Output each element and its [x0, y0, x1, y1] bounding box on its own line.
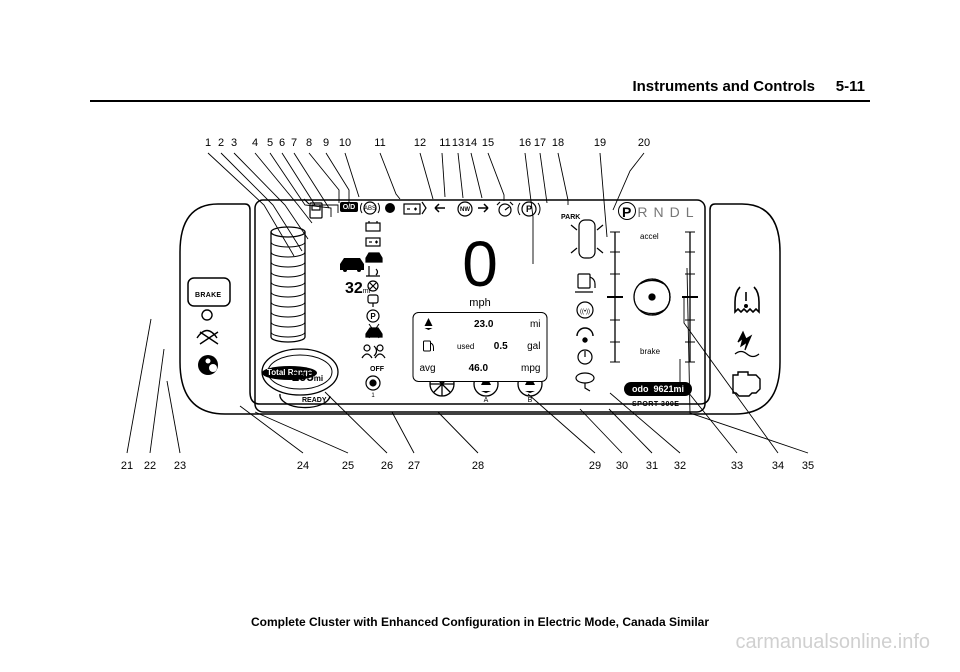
watermark: carmanualsonline.info — [735, 631, 930, 654]
trip-unit: mi — [530, 319, 541, 330]
trip-row: A 23.0 mi — [414, 313, 547, 335]
fuel-plug-icon — [304, 199, 322, 218]
header-divider — [90, 100, 870, 102]
page-header: Instruments and Controls 5-11 — [632, 78, 865, 95]
instrument-cluster: O/D ABS — [170, 192, 790, 422]
gear-indicator: PRNDL — [622, 204, 700, 220]
trip-a-icon: A — [420, 316, 438, 332]
odometer: odo 9621mi — [624, 382, 692, 396]
accel-label: accel — [640, 232, 659, 241]
trip-value: 23.0 — [474, 319, 493, 330]
svg-text:O/D: O/D — [343, 204, 355, 211]
avg-label: avg — [420, 363, 436, 374]
ready-label: READY — [302, 397, 327, 404]
cluster-diagram: 123456789101112111314151617181920 212223… — [90, 130, 870, 532]
page-number: 5-11 — [836, 78, 865, 95]
used-label: used — [457, 342, 474, 351]
figure-caption: Complete Cluster with Enhanced Configura… — [251, 615, 709, 629]
avg-unit: mpg — [521, 363, 540, 374]
efficiency-gauge — [607, 232, 698, 362]
fuel-pump-icon — [420, 339, 438, 353]
speed-value: 0 — [462, 237, 498, 291]
total-range-value: 295mi — [292, 369, 323, 384]
battery-cylinder-icon — [271, 227, 305, 342]
used-unit: gal — [527, 341, 540, 352]
avg-value: 46.0 — [469, 363, 488, 374]
speed-unit: mph — [469, 297, 490, 309]
dash-screen: 0 mph A 23.0 mi used — [340, 212, 620, 407]
avg-row: avg 46.0 mpg — [414, 357, 547, 379]
section-title: Instruments and Controls — [632, 78, 815, 95]
used-value: 0.5 — [494, 341, 508, 352]
brake-label: brake — [640, 347, 660, 356]
diagram-area: 123456789101112111314151617181920 212223… — [90, 130, 870, 532]
used-row: used 0.5 gal — [414, 335, 547, 357]
brake-warning-label: BRAKE — [195, 292, 221, 299]
center-info-box: A 23.0 mi used 0.5 gal avg — [413, 312, 548, 382]
mode-label: SPORT 300E — [632, 401, 679, 408]
